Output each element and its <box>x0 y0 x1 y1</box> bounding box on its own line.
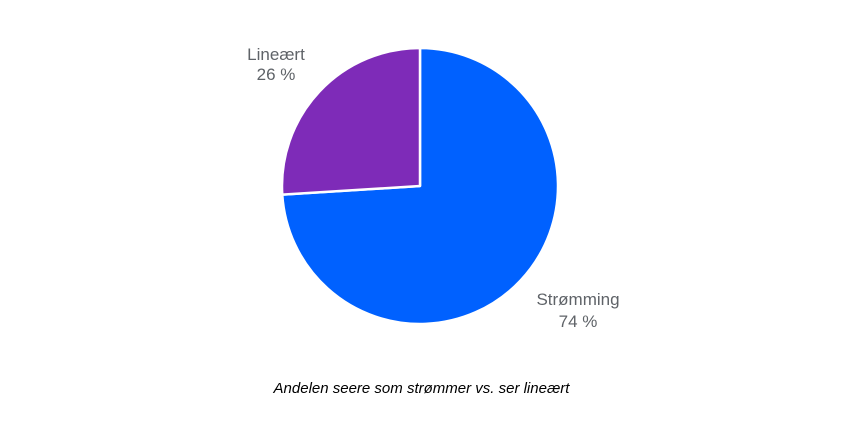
slice-label-lineaert-value: 26 % <box>257 65 296 84</box>
slice-label-lineaert-name: Lineært <box>247 45 305 64</box>
chart-caption: Andelen seere som strømmer vs. ser lineæ… <box>273 380 570 397</box>
slice-label-stromming-name: Strømming <box>536 290 619 309</box>
slice-label-stromming-value: 74 % <box>559 312 598 331</box>
pie-slices <box>280 46 560 326</box>
pie-slice-lineaert <box>280 46 422 196</box>
